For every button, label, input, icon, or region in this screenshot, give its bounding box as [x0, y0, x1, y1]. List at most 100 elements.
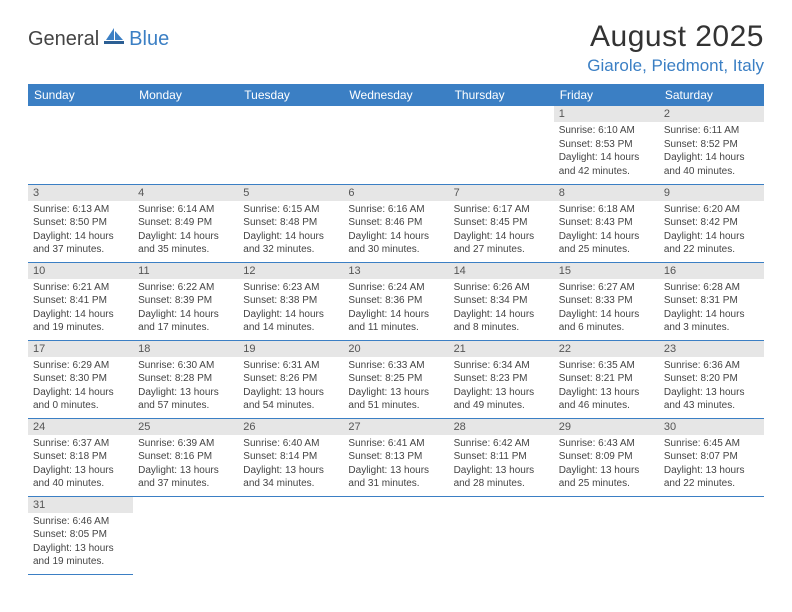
- sunset-text: Sunset: 8:13 PM: [348, 450, 443, 464]
- calendar-cell: 11Sunrise: 6:22 AMSunset: 8:39 PMDayligh…: [133, 262, 238, 340]
- sunrise-text: Sunrise: 6:35 AM: [559, 359, 654, 373]
- calendar-cell: 18Sunrise: 6:30 AMSunset: 8:28 PMDayligh…: [133, 340, 238, 418]
- day-number: 21: [449, 341, 554, 357]
- day-number: 22: [554, 341, 659, 357]
- day-number: 7: [449, 185, 554, 201]
- calendar-cell: 27Sunrise: 6:41 AMSunset: 8:13 PMDayligh…: [343, 418, 448, 496]
- sunset-text: Sunset: 8:45 PM: [454, 216, 549, 230]
- calendar-week-row: 10Sunrise: 6:21 AMSunset: 8:41 PMDayligh…: [28, 262, 764, 340]
- day-number: 23: [659, 341, 764, 357]
- sailboat-icon: [103, 28, 125, 51]
- day-number: 30: [659, 419, 764, 435]
- daylight-text: Daylight: 13 hours and 54 minutes.: [243, 386, 338, 413]
- calendar-cell: 13Sunrise: 6:24 AMSunset: 8:36 PMDayligh…: [343, 262, 448, 340]
- logo: General Blue: [28, 28, 169, 51]
- day-info: Sunrise: 6:34 AMSunset: 8:23 PMDaylight:…: [449, 357, 554, 417]
- daylight-text: Daylight: 14 hours and 40 minutes.: [664, 151, 759, 178]
- day-info: Sunrise: 6:23 AMSunset: 8:38 PMDaylight:…: [238, 279, 343, 339]
- sunrise-text: Sunrise: 6:45 AM: [664, 437, 759, 451]
- daylight-text: Daylight: 14 hours and 14 minutes.: [243, 308, 338, 335]
- day-info: Sunrise: 6:26 AMSunset: 8:34 PMDaylight:…: [449, 279, 554, 339]
- sunset-text: Sunset: 8:07 PM: [664, 450, 759, 464]
- day-info: Sunrise: 6:14 AMSunset: 8:49 PMDaylight:…: [133, 201, 238, 261]
- day-number: 26: [238, 419, 343, 435]
- daylight-text: Daylight: 13 hours and 25 minutes.: [559, 464, 654, 491]
- calendar-cell: 8Sunrise: 6:18 AMSunset: 8:43 PMDaylight…: [554, 184, 659, 262]
- daylight-text: Daylight: 14 hours and 6 minutes.: [559, 308, 654, 335]
- sunrise-text: Sunrise: 6:36 AM: [664, 359, 759, 373]
- daylight-text: Daylight: 14 hours and 0 minutes.: [33, 386, 128, 413]
- sunrise-text: Sunrise: 6:21 AM: [33, 281, 128, 295]
- day-number: 12: [238, 263, 343, 279]
- sunset-text: Sunset: 8:18 PM: [33, 450, 128, 464]
- calendar-week-row: 24Sunrise: 6:37 AMSunset: 8:18 PMDayligh…: [28, 418, 764, 496]
- calendar-cell: 2Sunrise: 6:11 AMSunset: 8:52 PMDaylight…: [659, 106, 764, 184]
- day-info: Sunrise: 6:31 AMSunset: 8:26 PMDaylight:…: [238, 357, 343, 417]
- sunset-text: Sunset: 8:30 PM: [33, 372, 128, 386]
- sunset-text: Sunset: 8:38 PM: [243, 294, 338, 308]
- calendar-cell: 4Sunrise: 6:14 AMSunset: 8:49 PMDaylight…: [133, 184, 238, 262]
- daylight-text: Daylight: 14 hours and 35 minutes.: [138, 230, 233, 257]
- sunset-text: Sunset: 8:36 PM: [348, 294, 443, 308]
- calendar-cell: 30Sunrise: 6:45 AMSunset: 8:07 PMDayligh…: [659, 418, 764, 496]
- calendar-cell: 26Sunrise: 6:40 AMSunset: 8:14 PMDayligh…: [238, 418, 343, 496]
- day-number: 24: [28, 419, 133, 435]
- calendar-cell: 20Sunrise: 6:33 AMSunset: 8:25 PMDayligh…: [343, 340, 448, 418]
- calendar-cell: [554, 496, 659, 574]
- calendar-cell: 31Sunrise: 6:46 AMSunset: 8:05 PMDayligh…: [28, 496, 133, 574]
- calendar-cell: 28Sunrise: 6:42 AMSunset: 8:11 PMDayligh…: [449, 418, 554, 496]
- calendar-table: Sunday Monday Tuesday Wednesday Thursday…: [28, 84, 764, 575]
- daylight-text: Daylight: 13 hours and 37 minutes.: [138, 464, 233, 491]
- calendar-cell: [238, 496, 343, 574]
- weekday-header: Saturday: [659, 84, 764, 106]
- sunrise-text: Sunrise: 6:46 AM: [33, 515, 128, 529]
- day-info: Sunrise: 6:15 AMSunset: 8:48 PMDaylight:…: [238, 201, 343, 261]
- day-info: Sunrise: 6:35 AMSunset: 8:21 PMDaylight:…: [554, 357, 659, 417]
- sunset-text: Sunset: 8:16 PM: [138, 450, 233, 464]
- calendar-cell: 9Sunrise: 6:20 AMSunset: 8:42 PMDaylight…: [659, 184, 764, 262]
- sunset-text: Sunset: 8:11 PM: [454, 450, 549, 464]
- day-info: Sunrise: 6:39 AMSunset: 8:16 PMDaylight:…: [133, 435, 238, 495]
- weekday-header: Tuesday: [238, 84, 343, 106]
- sunrise-text: Sunrise: 6:22 AM: [138, 281, 233, 295]
- sunset-text: Sunset: 8:31 PM: [664, 294, 759, 308]
- sunset-text: Sunset: 8:33 PM: [559, 294, 654, 308]
- calendar-cell: [449, 106, 554, 184]
- daylight-text: Daylight: 14 hours and 37 minutes.: [33, 230, 128, 257]
- daylight-text: Daylight: 14 hours and 22 minutes.: [664, 230, 759, 257]
- sunrise-text: Sunrise: 6:34 AM: [454, 359, 549, 373]
- sunset-text: Sunset: 8:43 PM: [559, 216, 654, 230]
- daylight-text: Daylight: 14 hours and 11 minutes.: [348, 308, 443, 335]
- daylight-text: Daylight: 13 hours and 28 minutes.: [454, 464, 549, 491]
- day-info: Sunrise: 6:17 AMSunset: 8:45 PMDaylight:…: [449, 201, 554, 261]
- calendar-week-row: 17Sunrise: 6:29 AMSunset: 8:30 PMDayligh…: [28, 340, 764, 418]
- day-info: Sunrise: 6:16 AMSunset: 8:46 PMDaylight:…: [343, 201, 448, 261]
- calendar-cell: 29Sunrise: 6:43 AMSunset: 8:09 PMDayligh…: [554, 418, 659, 496]
- calendar-cell: [343, 496, 448, 574]
- sunrise-text: Sunrise: 6:18 AM: [559, 203, 654, 217]
- sunset-text: Sunset: 8:09 PM: [559, 450, 654, 464]
- day-number: 3: [28, 185, 133, 201]
- sunset-text: Sunset: 8:52 PM: [664, 138, 759, 152]
- calendar-cell: 7Sunrise: 6:17 AMSunset: 8:45 PMDaylight…: [449, 184, 554, 262]
- sunrise-text: Sunrise: 6:28 AM: [664, 281, 759, 295]
- sunset-text: Sunset: 8:05 PM: [33, 528, 128, 542]
- calendar-cell: [28, 106, 133, 184]
- weekday-header: Thursday: [449, 84, 554, 106]
- sunset-text: Sunset: 8:53 PM: [559, 138, 654, 152]
- sunrise-text: Sunrise: 6:10 AM: [559, 124, 654, 138]
- calendar-cell: 12Sunrise: 6:23 AMSunset: 8:38 PMDayligh…: [238, 262, 343, 340]
- sunrise-text: Sunrise: 6:42 AM: [454, 437, 549, 451]
- day-info: Sunrise: 6:13 AMSunset: 8:50 PMDaylight:…: [28, 201, 133, 261]
- sunrise-text: Sunrise: 6:24 AM: [348, 281, 443, 295]
- day-info: Sunrise: 6:11 AMSunset: 8:52 PMDaylight:…: [659, 122, 764, 182]
- day-number: 4: [133, 185, 238, 201]
- calendar-header-row: Sunday Monday Tuesday Wednesday Thursday…: [28, 84, 764, 106]
- sunrise-text: Sunrise: 6:20 AM: [664, 203, 759, 217]
- day-number: 27: [343, 419, 448, 435]
- sunset-text: Sunset: 8:14 PM: [243, 450, 338, 464]
- day-number: 1: [554, 106, 659, 122]
- sunrise-text: Sunrise: 6:30 AM: [138, 359, 233, 373]
- sunset-text: Sunset: 8:41 PM: [33, 294, 128, 308]
- sunrise-text: Sunrise: 6:27 AM: [559, 281, 654, 295]
